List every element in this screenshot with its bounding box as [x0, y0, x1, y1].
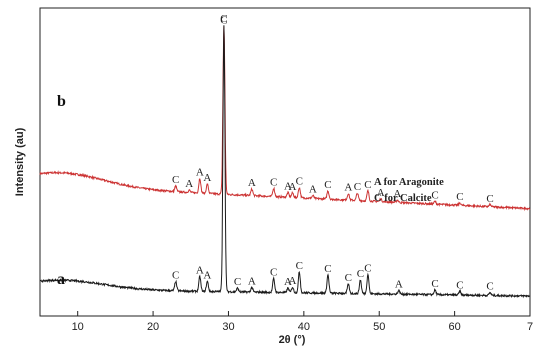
- peak-label: C: [354, 181, 361, 193]
- peak-label: C: [486, 193, 493, 205]
- peak-label: C: [172, 270, 179, 282]
- peak-label: C: [345, 272, 352, 284]
- peak-label: C: [364, 262, 371, 274]
- x-tick-label: 50: [373, 321, 385, 333]
- series-b-label: b: [57, 93, 66, 110]
- peak-label: C: [220, 14, 227, 26]
- peak-label: C: [486, 281, 493, 293]
- peak-label: A: [289, 181, 297, 193]
- peak-label: A: [344, 182, 352, 194]
- peak-label: C: [234, 276, 241, 288]
- x-axis-title: 2θ (°): [279, 334, 306, 346]
- x-tick-label: 20: [147, 321, 159, 333]
- peak-label: C: [296, 176, 303, 188]
- plot-area: [39, 25, 531, 299]
- series-b-line: [39, 26, 531, 212]
- peak-label: A: [284, 276, 292, 288]
- series-a-label: a: [57, 271, 65, 288]
- legend: A for Aragonite C for Calcite: [374, 177, 444, 204]
- peak-label: A: [185, 178, 193, 190]
- peak-label: A: [248, 276, 256, 288]
- peak-label: C: [431, 278, 438, 290]
- peak-label: A: [196, 265, 204, 277]
- peak-label: C: [431, 189, 438, 201]
- peak-label: A: [289, 275, 297, 287]
- plot-frame: [39, 7, 531, 317]
- peak-label: A: [203, 269, 211, 281]
- peak-label: C: [296, 260, 303, 272]
- x-tick-label: 7: [527, 321, 533, 333]
- x-tick-label: 60: [448, 321, 460, 333]
- peak-label: C: [270, 176, 277, 188]
- peak-label: A: [203, 172, 211, 184]
- peak-label: C: [324, 179, 331, 191]
- x-tick-label: 30: [222, 321, 234, 333]
- peak-label: A: [309, 184, 317, 196]
- y-axis-title: Intensity (au): [14, 127, 26, 196]
- legend-calcite: C for Calcite: [374, 193, 432, 204]
- peak-label: A: [248, 177, 256, 189]
- series-a-line: [39, 25, 531, 299]
- x-tick-label: 40: [298, 321, 310, 333]
- x-tick-label: 10: [72, 321, 84, 333]
- peak-label: A: [377, 187, 385, 199]
- peak-label: A: [284, 181, 292, 193]
- peak-label: C: [357, 268, 364, 280]
- peak-label: C: [324, 263, 331, 275]
- peak-label: C: [364, 179, 371, 191]
- peak-label: A: [196, 166, 204, 178]
- x-axis: 10 20 30 40 50 60 7: [72, 311, 533, 333]
- peak-label: C: [270, 267, 277, 279]
- legend-aragonite: A for Aragonite: [374, 177, 444, 188]
- peak-label: A: [393, 188, 401, 200]
- peak-label: A: [395, 279, 403, 291]
- peak-label: C: [172, 174, 179, 186]
- peak-label: C: [456, 279, 463, 291]
- peak-label: C: [456, 191, 463, 203]
- peak-label: C: [220, 13, 227, 25]
